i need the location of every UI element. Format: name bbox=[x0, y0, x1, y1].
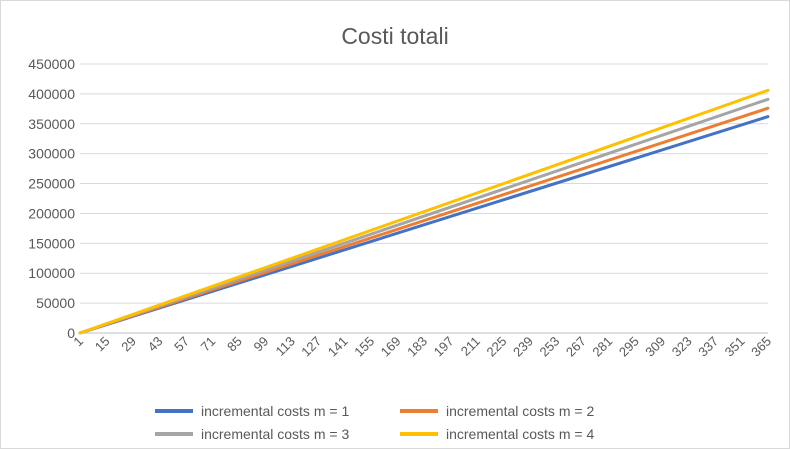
legend: incremental costs m = 1 incremental costs… bbox=[155, 403, 594, 442]
x-tick-label: 239 bbox=[510, 334, 536, 360]
x-tick-label: 155 bbox=[351, 334, 377, 360]
y-tick-label: 300000 bbox=[28, 146, 75, 162]
x-tick-label: 225 bbox=[484, 334, 510, 360]
x-tick-label: 351 bbox=[722, 334, 748, 360]
y-tick-label: 150000 bbox=[28, 235, 75, 251]
x-tick-label: 169 bbox=[378, 334, 404, 360]
y-tick-label: 100000 bbox=[28, 265, 75, 281]
x-tick-label: 323 bbox=[669, 334, 695, 360]
x-tick-label: 281 bbox=[589, 334, 615, 360]
x-tick-label: 141 bbox=[325, 334, 351, 360]
legend-label: incremental costs m = 1 bbox=[201, 403, 349, 419]
legend-label: incremental costs m = 4 bbox=[446, 426, 594, 442]
y-tick-label: 50000 bbox=[36, 295, 75, 311]
x-tick-label: 57 bbox=[171, 334, 192, 355]
x-tick-label: 183 bbox=[404, 334, 430, 360]
x-tick-label: 309 bbox=[642, 334, 668, 360]
x-tick-label: 211 bbox=[458, 334, 483, 359]
x-tick-label: 337 bbox=[695, 334, 721, 360]
x-tick-label: 295 bbox=[616, 334, 642, 360]
y-tick-label: 450000 bbox=[28, 56, 75, 72]
y-tick-label: 250000 bbox=[28, 176, 75, 192]
x-tick-label: 1 bbox=[70, 334, 86, 350]
x-tick-label: 253 bbox=[536, 334, 562, 360]
legend-label: incremental costs m = 2 bbox=[446, 403, 594, 419]
y-tick-label: 0 bbox=[67, 325, 75, 341]
x-tick-label: 71 bbox=[198, 334, 219, 355]
gridlines bbox=[80, 63, 768, 304]
y-tick-label: 400000 bbox=[28, 86, 75, 102]
x-tick-label: 29 bbox=[118, 334, 139, 355]
x-tick-label: 43 bbox=[145, 334, 166, 355]
x-tick-label: 267 bbox=[563, 334, 589, 360]
y-tick-label: 200000 bbox=[28, 205, 75, 221]
chart-title: Costi totali bbox=[341, 23, 448, 49]
x-tick-label: 85 bbox=[224, 334, 245, 355]
x-tick-label: 197 bbox=[431, 334, 457, 360]
x-tick-label: 113 bbox=[273, 334, 298, 359]
x-tick-label: 127 bbox=[298, 334, 324, 360]
x-tick-label: 99 bbox=[251, 334, 272, 355]
legend-label: incremental costs m = 3 bbox=[201, 426, 349, 442]
x-axis: 1 15 29 43 57 71 85 99 113 127 141 155 169 183 197 211 2… bbox=[70, 332, 774, 360]
y-tick-label: 350000 bbox=[28, 116, 75, 132]
series-line-m4 bbox=[78, 88, 770, 335]
x-tick-label: 365 bbox=[748, 334, 774, 360]
y-axis-ticks: 0 50000 100000 150000 200000 250000 300000 3500… bbox=[28, 56, 75, 341]
series-lines bbox=[78, 88, 770, 335]
x-tick-label: 15 bbox=[92, 334, 113, 355]
